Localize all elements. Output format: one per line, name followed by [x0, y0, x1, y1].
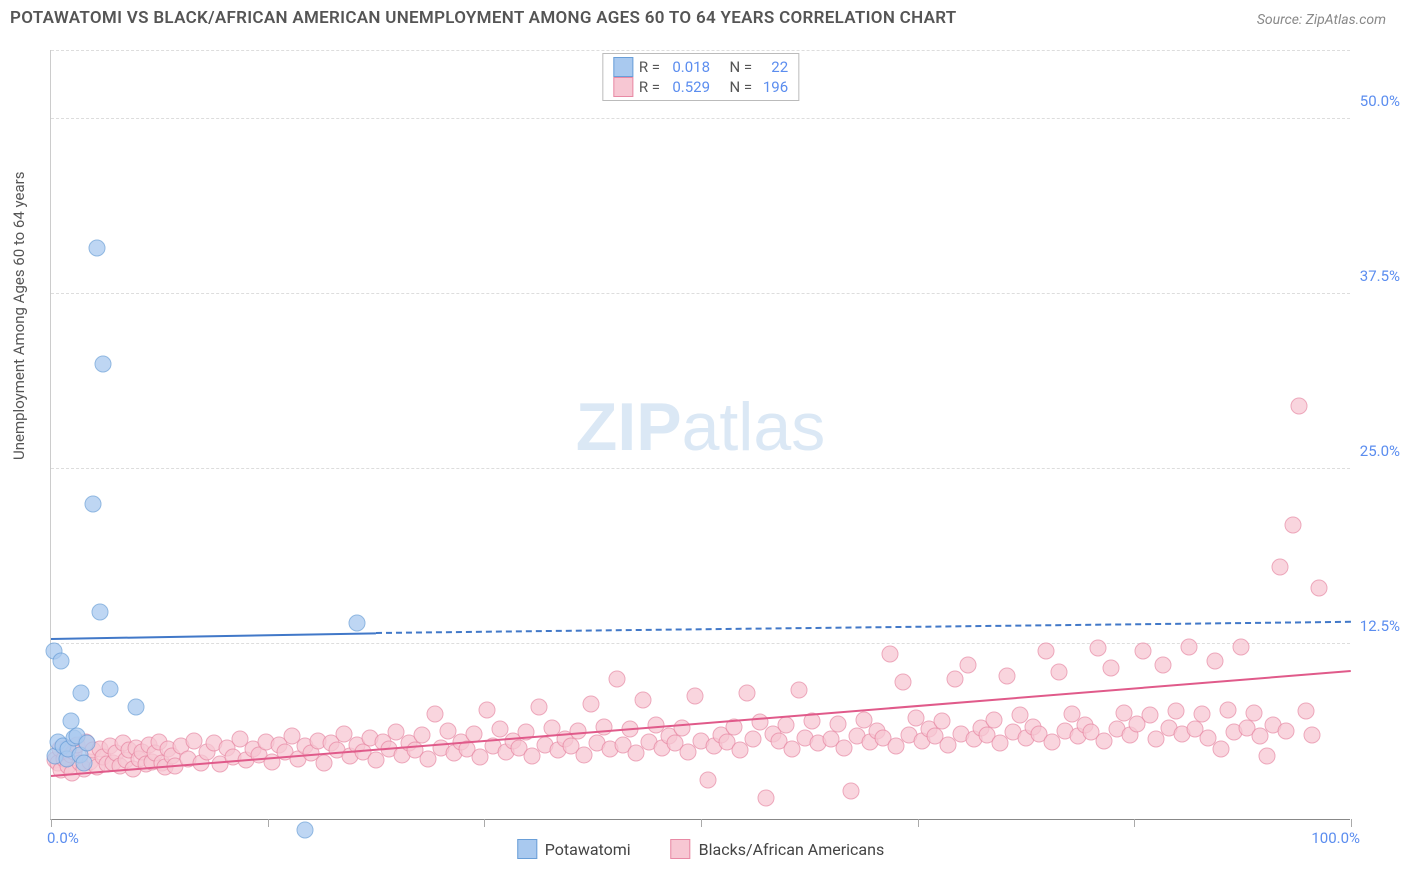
scatter-point-b: [1278, 722, 1295, 739]
legend-swatch-b-icon: [671, 839, 691, 859]
scatter-point-b: [758, 790, 775, 807]
x-tick: [1134, 819, 1135, 827]
trend-line: [51, 632, 376, 640]
source-attribution: Source: ZipAtlas.com: [1257, 12, 1386, 28]
scatter-point-a: [72, 685, 89, 702]
scatter-point-b: [1219, 701, 1236, 718]
scatter-point-b: [1310, 580, 1327, 597]
scatter-point-b: [634, 692, 651, 709]
scatter-point-b: [1297, 703, 1314, 720]
y-axis-label: Unemployment Among Ages 60 to 64 years: [10, 172, 28, 460]
scatter-point-b: [829, 715, 846, 732]
scatter-point-b: [478, 701, 495, 718]
x-tick: [484, 819, 485, 827]
scatter-point-a: [348, 615, 365, 632]
gridline: [51, 643, 1350, 644]
scatter-point-a: [84, 496, 101, 513]
scatter-point-b: [842, 783, 859, 800]
scatter-point-b: [985, 711, 1002, 728]
scatter-point-b: [426, 706, 443, 723]
x-tick: [268, 819, 269, 827]
gridline: [51, 118, 1350, 119]
x-axis-max-label: 100.0%: [1311, 829, 1360, 847]
scatter-point-a: [75, 755, 92, 772]
legend-stats-row-b: R = 0.529 N = 196: [613, 77, 788, 97]
y-tick-label: 37.5%: [1360, 267, 1400, 285]
scatter-point-b: [1304, 727, 1321, 744]
scatter-point-b: [1193, 706, 1210, 723]
scatter-point-b: [1180, 638, 1197, 655]
scatter-point-b: [1089, 640, 1106, 657]
trend-line: [376, 621, 1351, 634]
scatter-point-b: [881, 645, 898, 662]
plot-area: ZIPatlas R = 0.018 N = 22 R = 0.529 N = …: [50, 50, 1350, 820]
x-tick: [918, 819, 919, 827]
legend-series: Potawatomi Blacks/African Americans: [517, 839, 884, 859]
y-tick-label: 25.0%: [1360, 442, 1400, 460]
scatter-point-b: [1258, 748, 1275, 765]
scatter-point-b: [1037, 643, 1054, 660]
scatter-point-b: [998, 668, 1015, 685]
scatter-point-b: [582, 696, 599, 713]
scatter-point-b: [1271, 559, 1288, 576]
gridline: [51, 468, 1350, 469]
scatter-point-b: [946, 671, 963, 688]
chart-title: POTAWATOMI VS BLACK/AFRICAN AMERICAN UNE…: [10, 8, 957, 28]
scatter-point-b: [894, 673, 911, 690]
scatter-point-b: [790, 682, 807, 699]
scatter-point-b: [1102, 659, 1119, 676]
scatter-point-b: [745, 731, 762, 748]
scatter-point-b: [959, 657, 976, 674]
scatter-point-b: [1291, 398, 1308, 415]
scatter-point-b: [569, 722, 586, 739]
scatter-point-a: [101, 680, 118, 697]
legend-stats: R = 0.018 N = 22 R = 0.529 N = 196: [602, 53, 799, 101]
scatter-point-b: [1167, 703, 1184, 720]
scatter-point-b: [530, 699, 547, 716]
scatter-point-a: [88, 239, 105, 256]
scatter-point-b: [673, 720, 690, 737]
scatter-point-b: [686, 687, 703, 704]
scatter-point-b: [608, 671, 625, 688]
scatter-point-b: [933, 713, 950, 730]
scatter-point-b: [1050, 664, 1067, 681]
trend-line: [51, 670, 1351, 777]
scatter-point-a: [53, 652, 70, 669]
scatter-point-b: [413, 727, 430, 744]
scatter-point-b: [1154, 657, 1171, 674]
scatter-point-b: [777, 717, 794, 734]
scatter-point-a: [95, 356, 112, 373]
legend-stats-row-a: R = 0.018 N = 22: [613, 57, 788, 77]
legend-swatch-a-icon: [517, 839, 537, 859]
scatter-point-b: [738, 685, 755, 702]
scatter-point-b: [1141, 707, 1158, 724]
y-tick-label: 50.0%: [1360, 92, 1400, 110]
gridline: [51, 293, 1350, 294]
scatter-point-a: [92, 603, 109, 620]
legend-item-b: Blacks/African Americans: [671, 839, 885, 859]
legend-swatch-a: [613, 57, 633, 77]
x-tick: [701, 819, 702, 827]
scatter-point-a: [296, 822, 313, 839]
x-tick: [1351, 819, 1352, 827]
chart-container: POTAWATOMI VS BLACK/AFRICAN AMERICAN UNE…: [0, 0, 1406, 892]
watermark: ZIPatlas: [576, 388, 825, 466]
scatter-point-b: [1284, 517, 1301, 534]
legend-item-a: Potawatomi: [517, 839, 631, 859]
scatter-point-b: [1206, 652, 1223, 669]
scatter-point-b: [1213, 741, 1230, 758]
legend-swatch-b: [613, 77, 633, 97]
scatter-point-b: [1245, 704, 1262, 721]
x-tick: [51, 819, 52, 827]
scatter-point-a: [127, 699, 144, 716]
y-tick-label: 12.5%: [1360, 617, 1400, 635]
scatter-point-b: [1135, 643, 1152, 660]
scatter-point-b: [1232, 638, 1249, 655]
scatter-point-b: [316, 755, 333, 772]
x-axis-min-label: 0.0%: [47, 829, 79, 847]
scatter-point-a: [79, 735, 96, 752]
scatter-point-b: [699, 771, 716, 788]
